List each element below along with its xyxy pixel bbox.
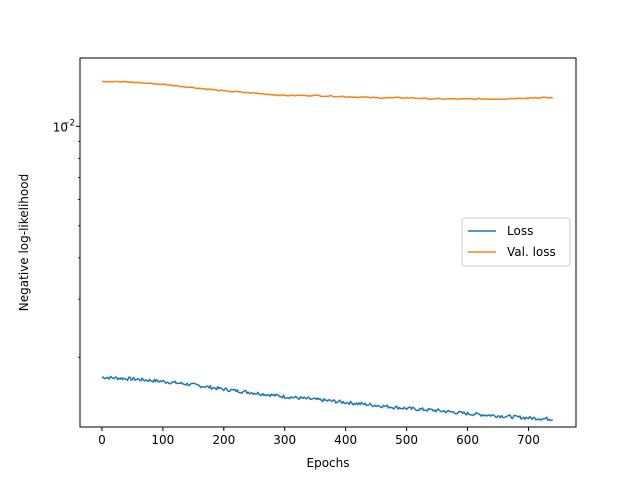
x-axis-label: Epochs: [307, 456, 350, 470]
legend-box: [461, 217, 571, 267]
x-tick-label: 700: [517, 433, 540, 447]
series-line-val-loss: [101, 80, 553, 101]
y-tick-label: 10: [53, 120, 68, 134]
y-tick-exponent: −2: [62, 118, 75, 128]
x-tick-label: 0: [98, 433, 106, 447]
legend: Loss Val. loss: [461, 217, 571, 267]
series-line-loss: [101, 375, 553, 422]
legend-label: Val. loss: [507, 245, 556, 259]
x-tick-label: 200: [212, 433, 235, 447]
x-tick-label: 100: [151, 433, 174, 447]
x-tick-label: 400: [334, 433, 357, 447]
y-tick-base: 10: [53, 120, 68, 134]
legend-label: Loss: [507, 224, 533, 238]
x-tick-label: 600: [456, 433, 479, 447]
y-axis-label: Negative log-likelihood: [17, 174, 31, 311]
x-tick-label: 500: [395, 433, 418, 447]
x-tick-label: 300: [273, 433, 296, 447]
